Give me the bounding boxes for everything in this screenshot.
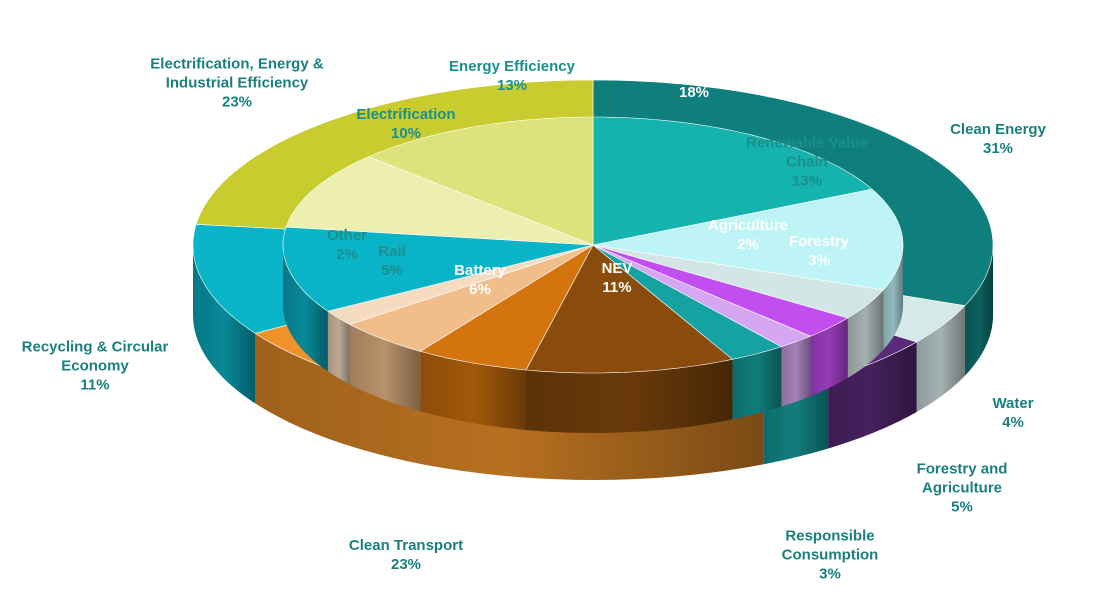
inner-slice-renewable-genco xyxy=(592,116,873,246)
inner-side-shade-unlabeled-2 xyxy=(847,289,884,378)
inner-pie-tops xyxy=(282,116,904,374)
inner-side-shade-renewable-value-chain xyxy=(883,245,903,350)
inner-side-shade-other xyxy=(327,311,350,385)
slice-label-water: Water 4% xyxy=(992,395,1034,431)
slice-label-forestry: Forestry 3% xyxy=(788,233,850,269)
slice-label-other: Other 2% xyxy=(326,227,368,263)
inner-side-shade-forestry xyxy=(810,318,848,397)
slice-label-clean-energy: Clean Energy 31% xyxy=(950,121,1046,157)
inner-side-shade-nev xyxy=(526,359,733,433)
slice-label-electrification-energy-industrial-efficiency: Electrification, Energy & Industrial Effi… xyxy=(150,55,324,111)
slice-label-renewable-genco: Renewable Genco 18% xyxy=(629,65,759,101)
slice-label-agriculture: Agriculture 2% xyxy=(707,217,789,253)
slice-label-energy-efficiency: Energy Efficiency 13% xyxy=(449,58,575,94)
inner-slice-energy-efficiency xyxy=(367,116,594,246)
outer-side-shade-recycling-circular-economy xyxy=(193,245,256,404)
inner-slice-rail xyxy=(349,244,594,352)
slice-label-electrification: Electrification 10% xyxy=(356,106,456,142)
slice-label-recycling-circular-economy: Recycling & Circular Economy 11% xyxy=(21,338,169,394)
slice-label-battery: Battery 6% xyxy=(454,262,506,298)
slice-label-responsible-consumption: Responsible Consumption 3% xyxy=(781,527,879,583)
inner-side-shade-unlabeled-10 xyxy=(283,245,328,372)
slice-label-forestry-and-agriculture: Forestry and Agriculture 5% xyxy=(916,460,1008,516)
inner-slice-nev xyxy=(525,244,734,374)
inner-slice-electrification xyxy=(285,156,594,246)
slice-label-clean-transport: Clean Transport 23% xyxy=(348,537,464,573)
slice-label-rail: Rail 5% xyxy=(378,243,406,279)
inner-side-shade-agriculture xyxy=(781,336,811,407)
outer-side-shade-clean-energy xyxy=(964,245,993,376)
slice-label-renewable-value-chain: Renewable Value Chain 13% xyxy=(746,134,868,190)
inner-side-shade-unlabeled-5 xyxy=(732,346,782,420)
outer-side-shade-forestry-and-agriculture xyxy=(828,342,917,449)
inner-pie-sides xyxy=(283,245,903,433)
outer-side-shade-water xyxy=(916,305,965,412)
inner-slice-renewable-value-chain xyxy=(592,188,904,291)
inner-slice-unlabeled-10 xyxy=(282,226,594,312)
inner-slice-battery xyxy=(419,244,594,371)
inner-side-shade-battery xyxy=(420,351,526,430)
slice-label-nev: NEV 11% xyxy=(601,260,633,296)
